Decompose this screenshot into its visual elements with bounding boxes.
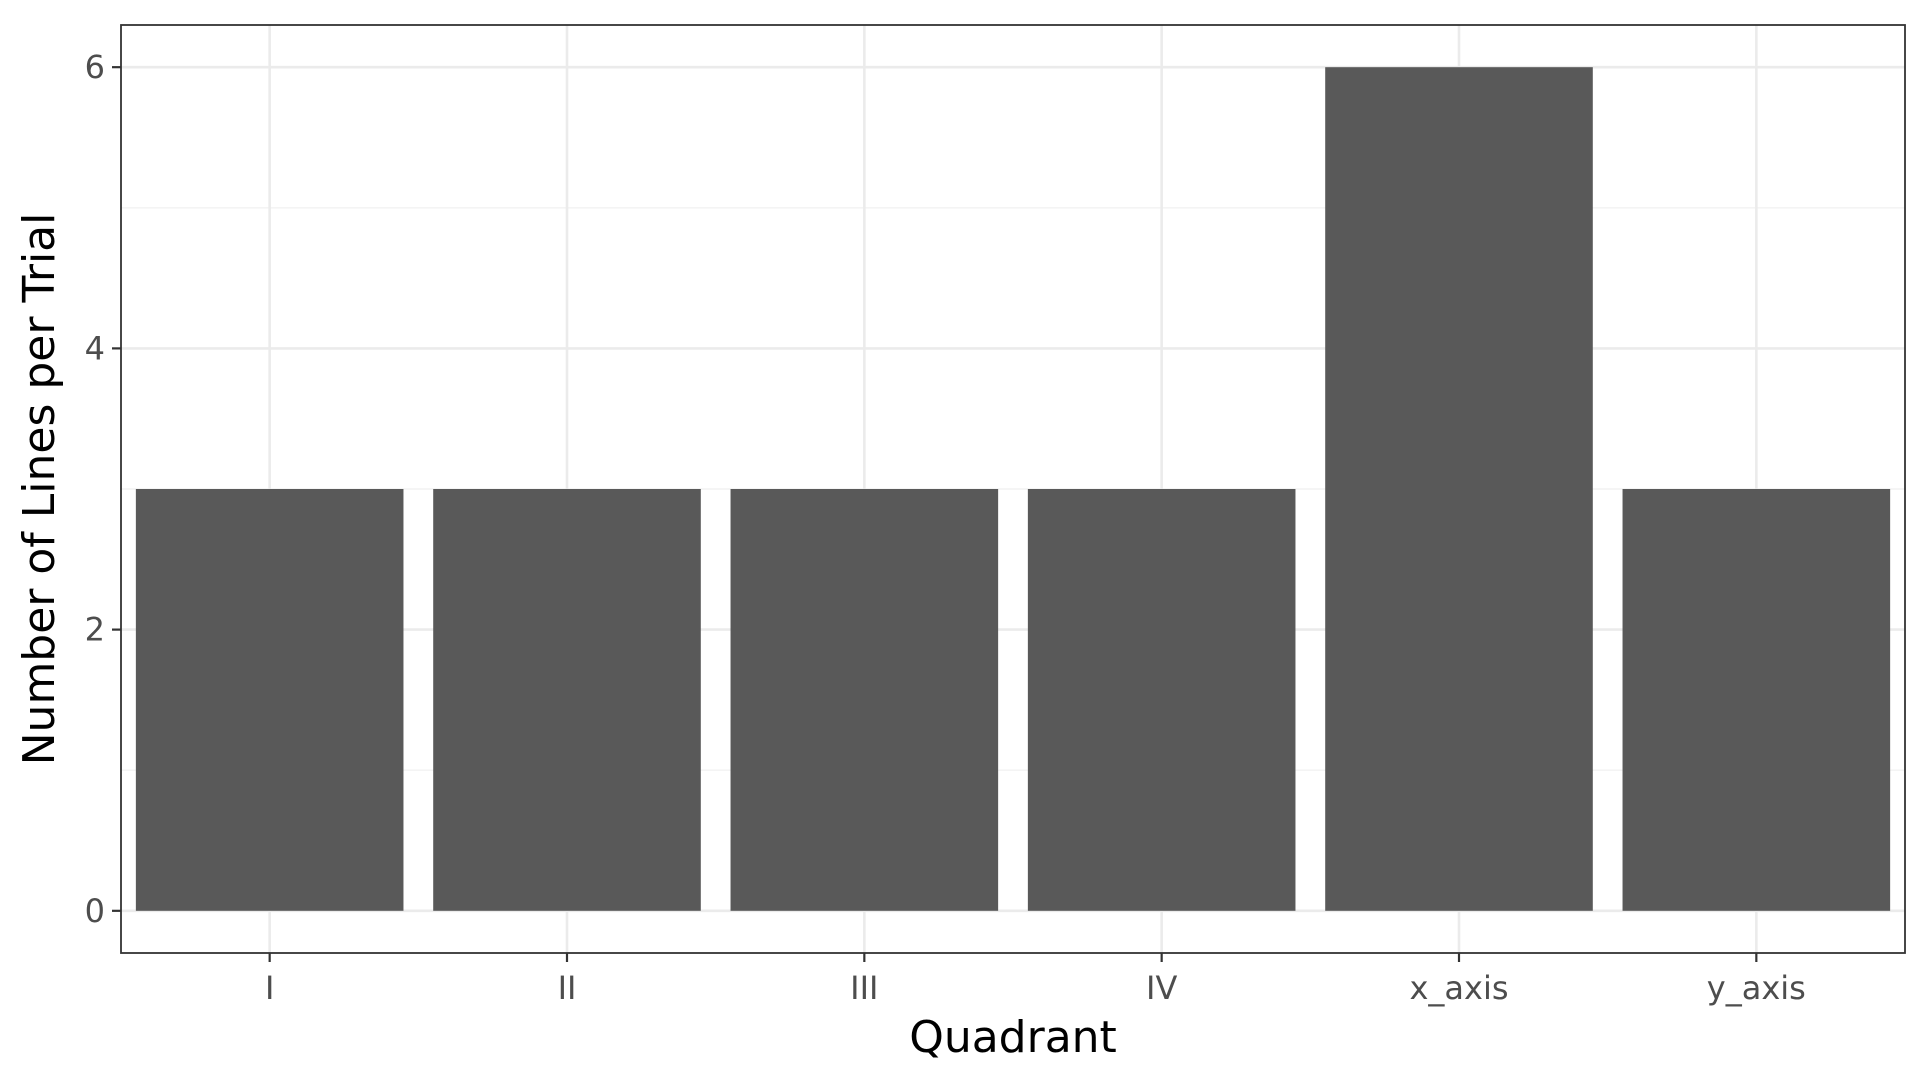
y-tick-label: 2 (85, 611, 105, 649)
y-axis-title: Number of Lines per Trial (14, 213, 65, 766)
x-tick-label: III (850, 969, 878, 1007)
bars (135, 67, 1891, 911)
x-tick-label: II (558, 969, 577, 1007)
x-axis-title: Quadrant (909, 1012, 1117, 1063)
bar-II (433, 489, 701, 911)
bar-IV (1027, 489, 1296, 911)
x-tick-label: y_axis (1707, 969, 1806, 1007)
y-tick-label: 6 (85, 48, 105, 86)
bar-y_axis (1622, 489, 1891, 911)
x-tick-label: IV (1146, 969, 1177, 1007)
bar-I (135, 489, 404, 911)
bar-x_axis (1325, 67, 1593, 911)
y-tick-label: 0 (85, 892, 105, 930)
x-axis: I II III IV x_axis y_axis (265, 953, 1806, 1007)
y-tick-label: 4 (85, 329, 105, 367)
x-tick-label: x_axis (1409, 969, 1508, 1007)
y-axis: 0 2 4 6 (85, 48, 121, 930)
x-tick-label: I (265, 969, 274, 1007)
bar-III (730, 489, 999, 911)
panel-border (120, 24, 1906, 954)
